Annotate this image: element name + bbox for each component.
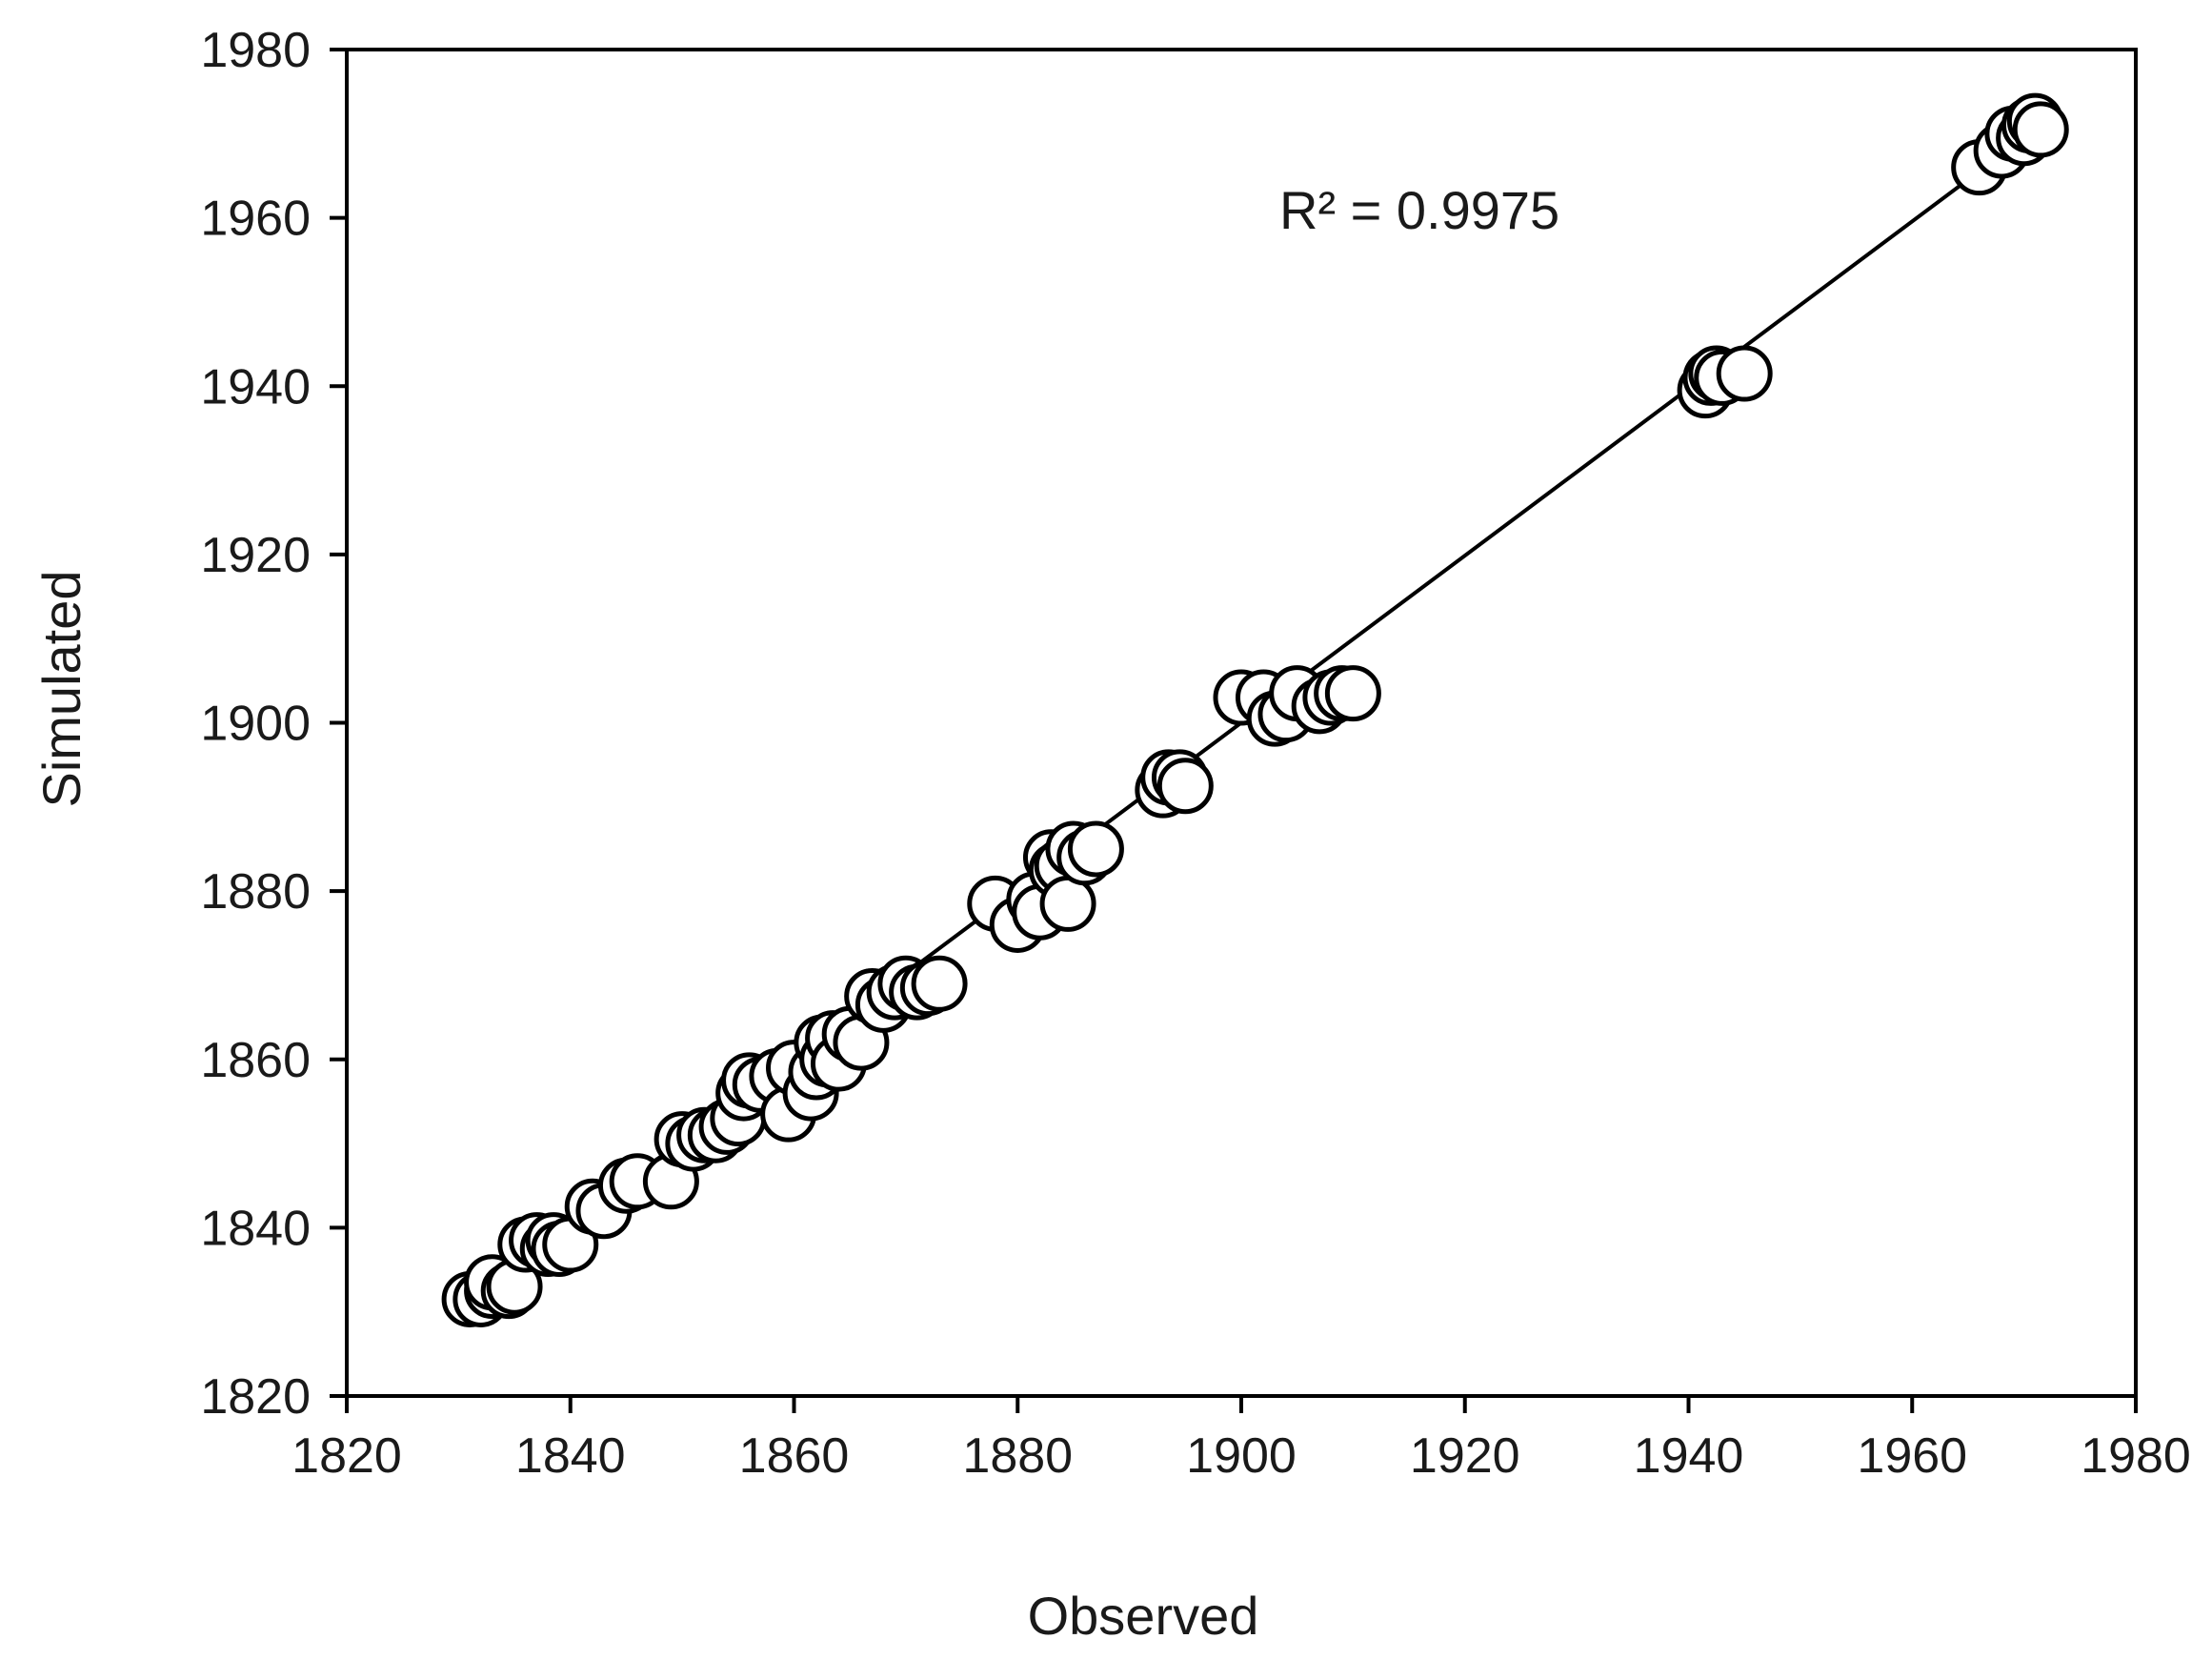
y-tick-label: 1880	[200, 864, 311, 920]
data-point	[1156, 758, 1214, 815]
y-tick-label: 1940	[200, 359, 311, 415]
x-tick-label: 1960	[1857, 1428, 1967, 1484]
y-tick-label: 1920	[200, 528, 311, 583]
data-point	[1324, 665, 1381, 722]
x-axis-title: Observed	[1028, 1586, 1259, 1646]
y-tick-label: 1980	[200, 23, 311, 78]
data-points	[441, 92, 2069, 1327]
y-tick-label: 1900	[200, 697, 311, 752]
data-point	[1716, 345, 1773, 402]
x-tick-label: 1880	[962, 1428, 1073, 1484]
x-tick-label: 1900	[1186, 1428, 1297, 1484]
y-tick-label: 1960	[200, 192, 311, 247]
data-point	[1067, 820, 1124, 878]
x-tick-label: 1860	[739, 1428, 850, 1484]
axis-ticks: 1820 1840 1860 1880 1900 1920 1940 1960 1980 1820…	[200, 23, 2191, 1484]
data-point	[2012, 101, 2069, 158]
x-tick-label: 1820	[292, 1428, 402, 1484]
x-tick-label: 1840	[515, 1428, 626, 1484]
y-tick-label: 1860	[200, 1033, 311, 1088]
x-tick-label: 1980	[2081, 1428, 2191, 1484]
data-point	[1039, 875, 1096, 932]
data-point	[911, 955, 968, 1012]
x-tick-label: 1940	[1634, 1428, 1744, 1484]
y-tick-label: 1840	[200, 1201, 311, 1256]
y-tick-label: 1820	[200, 1369, 311, 1425]
r-squared-annotation: R² = 0.9975	[1279, 180, 1559, 240]
y-axis-title: Simulated	[31, 570, 91, 807]
x-tick-label: 1920	[1410, 1428, 1520, 1484]
